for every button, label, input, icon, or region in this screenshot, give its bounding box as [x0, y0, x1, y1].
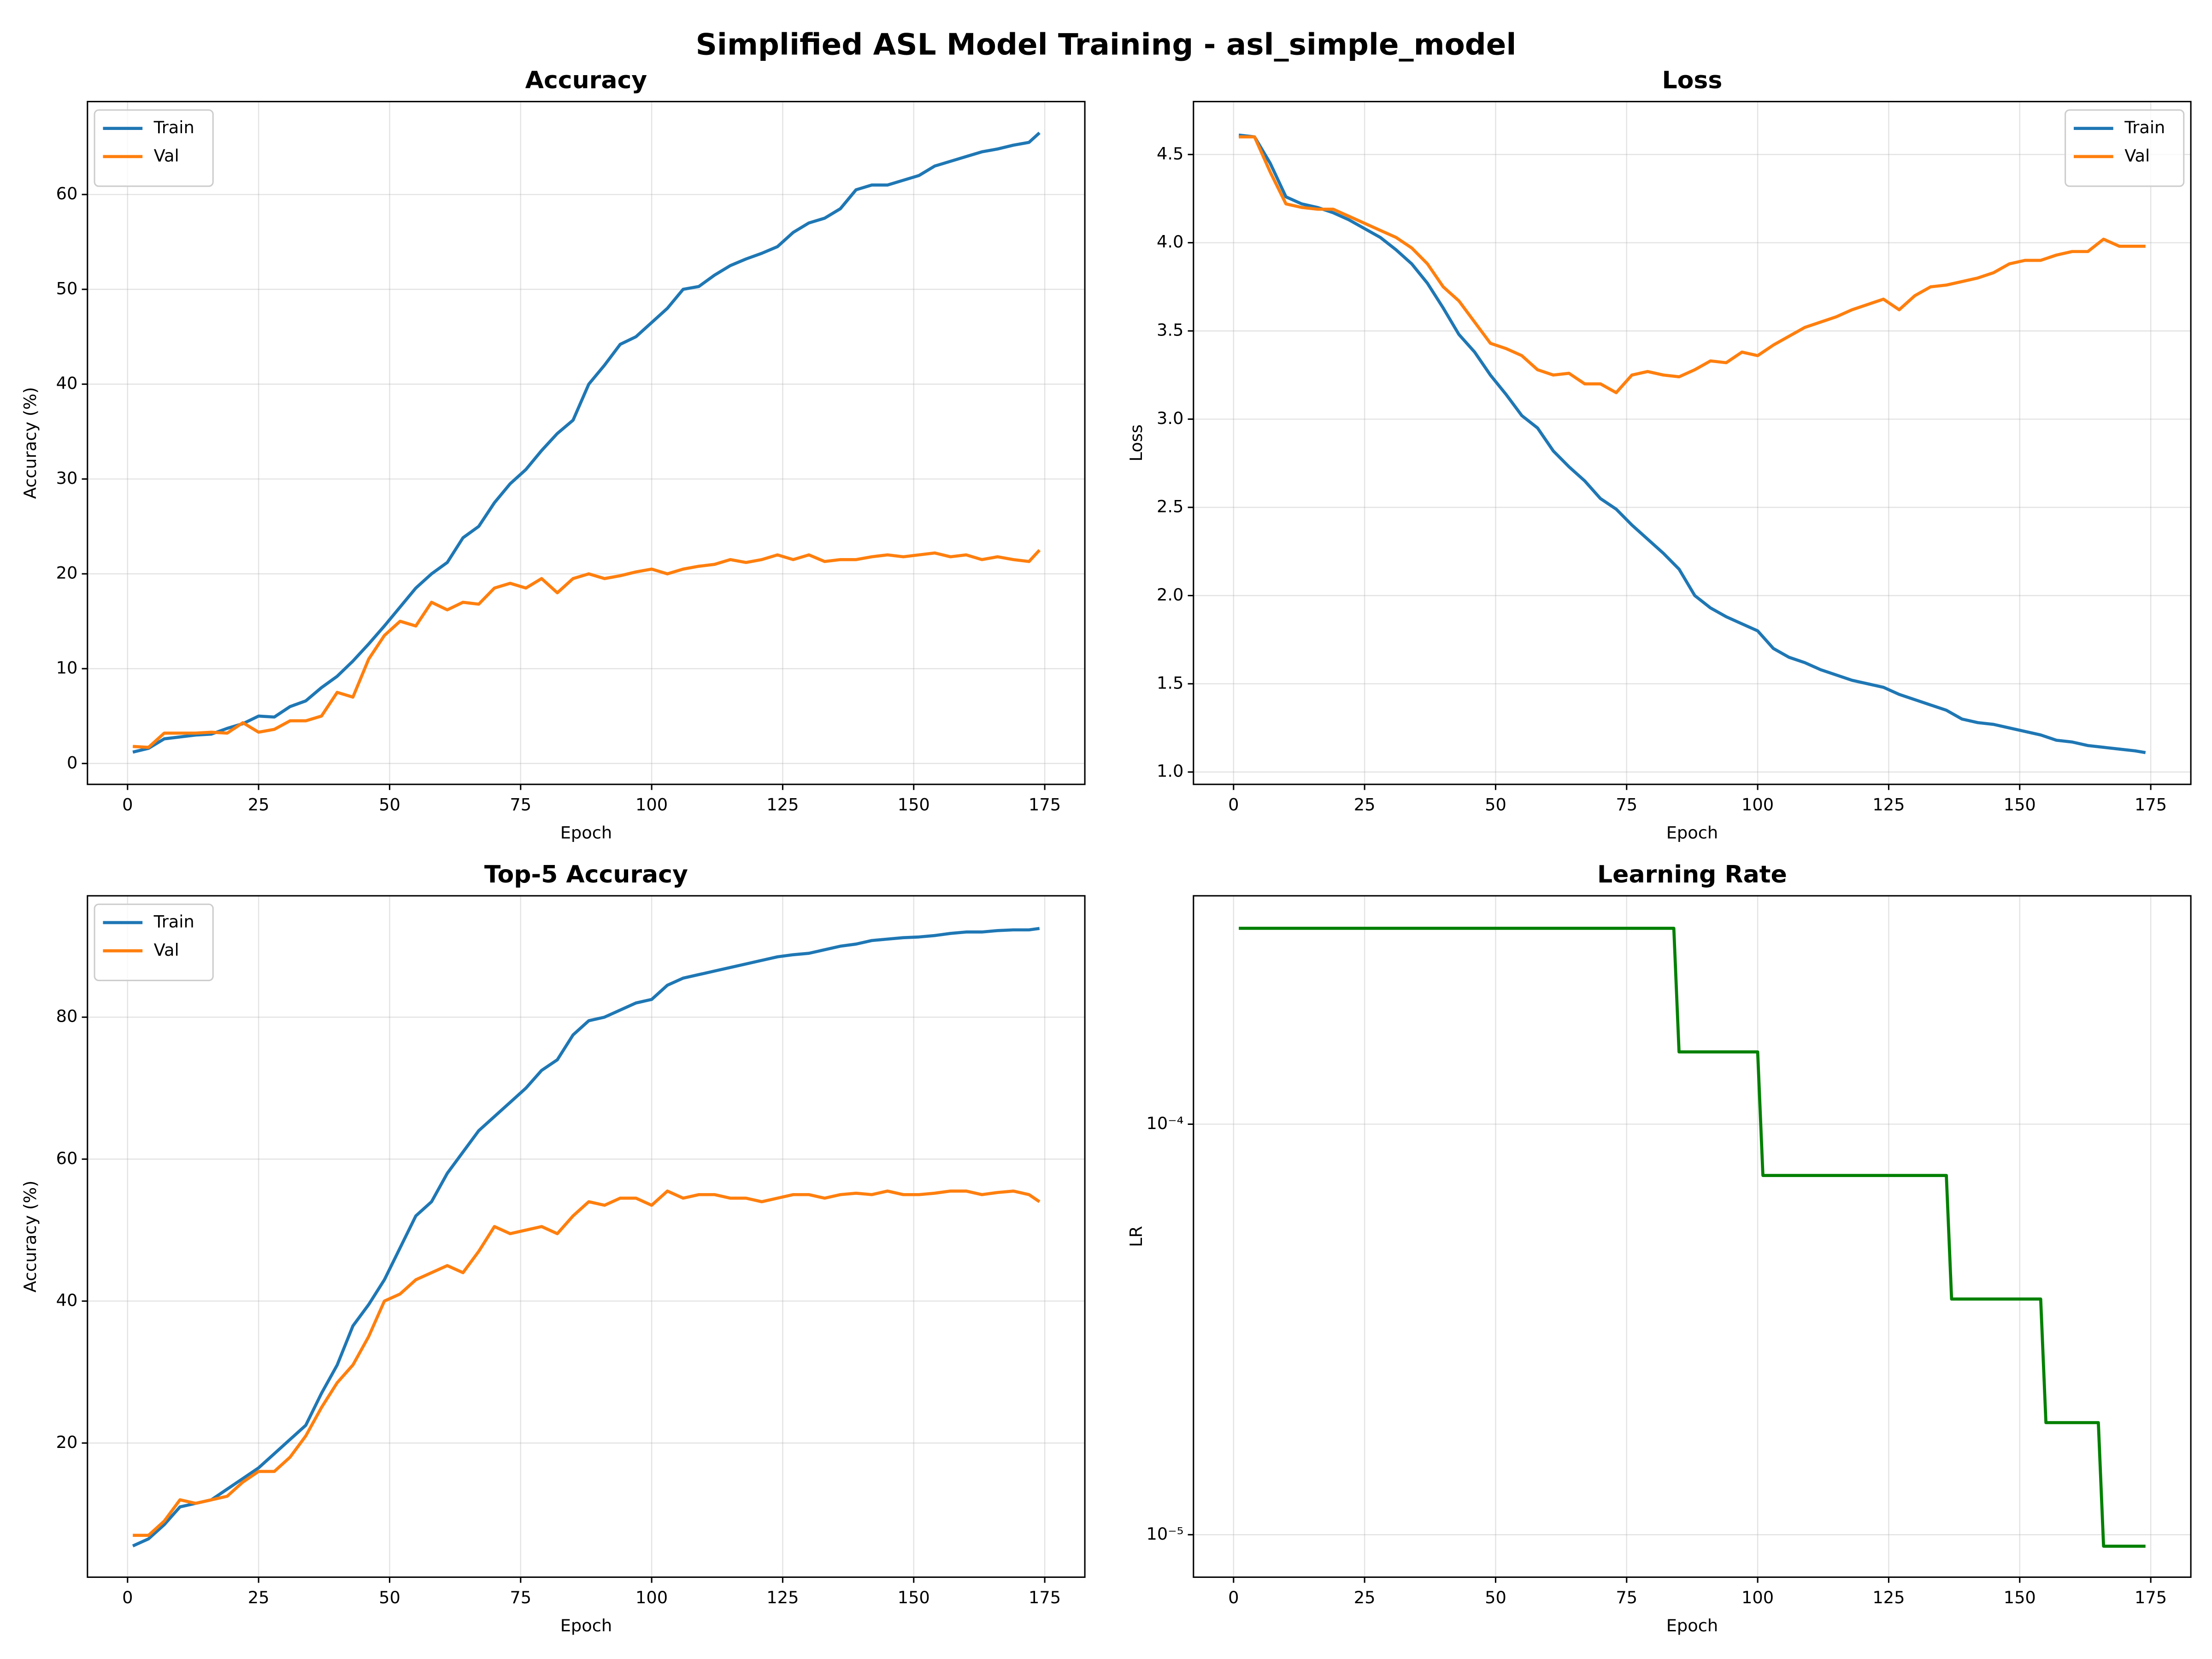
y-tick-label: 3.0 [1157, 408, 1183, 428]
y-axis-label: LR [1126, 1226, 1146, 1247]
axes-frame [1193, 895, 2192, 1578]
x-tick-label: 50 [1485, 1588, 1506, 1607]
series-line [132, 131, 1041, 754]
x-tick-label: 75 [1616, 794, 1637, 814]
x-axis-label: Epoch [1666, 1616, 1718, 1635]
y-tick-label: 80 [56, 1006, 78, 1026]
y-tick-label: 40 [56, 1290, 78, 1310]
subplot-title: Loss [1662, 67, 1723, 94]
y-tick-label: 1.0 [1157, 761, 1183, 781]
y-axis-label: Loss [1126, 424, 1146, 462]
y-tick-label: 60 [56, 1148, 78, 1168]
x-tick-label: 100 [1741, 1588, 1774, 1607]
series-line [132, 549, 1041, 749]
legend-label: Val [154, 146, 179, 165]
x-tick-label: 0 [1228, 794, 1239, 814]
x-tick-label: 125 [1872, 794, 1905, 814]
y-tick-label: 60 [56, 184, 78, 204]
x-tick-label: 75 [510, 794, 531, 814]
axes-frame [87, 895, 1086, 1578]
x-tick-label: 75 [1616, 1588, 1637, 1607]
x-tick-label: 150 [2004, 794, 2036, 814]
legend-label: Train [2124, 118, 2165, 137]
y-tick-label: 10 [56, 658, 78, 677]
y-tick-label: 0 [67, 753, 77, 772]
x-tick-label: 125 [766, 1588, 799, 1607]
figure-title: Simplified ASL Model Training - asl_simp… [696, 28, 1517, 62]
y-tick-label: 20 [56, 563, 78, 583]
x-tick-label: 175 [2135, 1588, 2167, 1607]
series-line [1239, 927, 2146, 1548]
y-tick-label: 10⁻⁴ [1147, 1113, 1184, 1133]
subplot-title: Accuracy [525, 67, 647, 94]
y-tick-label: 1.5 [1157, 673, 1183, 693]
x-tick-label: 50 [379, 1588, 400, 1607]
x-tick-label: 25 [1354, 794, 1376, 814]
y-tick-label: 50 [56, 278, 78, 298]
legend-label: Val [154, 940, 179, 960]
x-tick-label: 175 [1029, 1588, 1061, 1607]
series-line [1239, 135, 2146, 394]
x-tick-label: 125 [1872, 1588, 1905, 1607]
x-tick-label: 175 [2135, 794, 2167, 814]
y-tick-label: 10⁻⁵ [1147, 1524, 1184, 1544]
y-tick-label: 20 [56, 1432, 78, 1452]
x-tick-label: 100 [635, 794, 668, 814]
x-tick-label: 150 [898, 794, 930, 814]
legend-label: Train [153, 912, 194, 932]
legend-label: Val [2124, 146, 2150, 165]
x-tick-label: 150 [898, 1588, 930, 1607]
x-tick-label: 100 [1741, 794, 1774, 814]
subplot-title: Learning Rate [1597, 861, 1787, 888]
y-tick-label: 2.5 [1157, 496, 1183, 516]
y-tick-label: 4.0 [1157, 232, 1183, 252]
x-tick-label: 25 [248, 1588, 270, 1607]
x-tick-label: 50 [379, 794, 400, 814]
y-axis-label: Accuracy (%) [20, 387, 40, 499]
x-tick-label: 75 [510, 1588, 531, 1607]
x-tick-label: 25 [248, 794, 270, 814]
subplot-title: Top-5 Accuracy [484, 861, 688, 888]
x-tick-label: 25 [1354, 1588, 1376, 1607]
y-tick-label: 40 [56, 373, 78, 393]
legend-label: Train [153, 118, 194, 137]
y-tick-label: 30 [56, 468, 78, 488]
x-tick-label: 125 [766, 794, 799, 814]
y-tick-label: 2.0 [1157, 585, 1183, 605]
x-axis-label: Epoch [1666, 823, 1718, 843]
axes-frame [1193, 100, 2192, 785]
x-tick-label: 50 [1485, 794, 1506, 814]
series-line [133, 1189, 1041, 1537]
x-tick-label: 0 [1228, 1588, 1239, 1607]
x-tick-label: 0 [122, 794, 133, 814]
x-tick-label: 175 [1029, 794, 1061, 814]
y-axis-label: Accuracy (%) [20, 1181, 40, 1293]
x-tick-label: 100 [635, 1588, 668, 1607]
x-axis-label: Epoch [560, 1616, 612, 1635]
series-line [132, 927, 1040, 1547]
y-tick-label: 4.5 [1157, 144, 1183, 164]
x-axis-label: Epoch [560, 823, 612, 843]
series-line [1238, 133, 2146, 754]
x-tick-label: 0 [122, 1588, 133, 1607]
y-tick-label: 3.5 [1157, 320, 1183, 340]
axes-frame [87, 100, 1086, 785]
x-tick-label: 150 [2004, 1588, 2036, 1607]
